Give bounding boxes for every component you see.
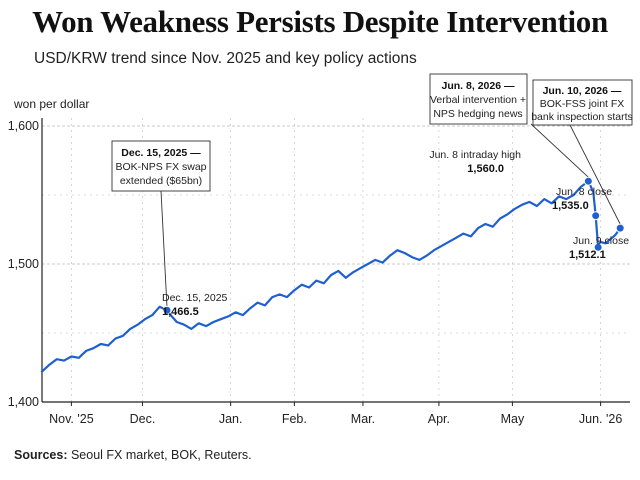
annotation-jun8-line2: NPS hedging news <box>433 108 522 120</box>
label-jun8high-name: Jun. 8 intraday high <box>429 149 521 161</box>
annotation-dec15-line1: BOK-NPS FX swap <box>115 161 206 173</box>
connector-dec15 <box>160 190 168 307</box>
label-dec15-name: Dec. 15, 2025 <box>162 292 228 304</box>
annotation-dec15-line2: extended ($65bn) <box>120 175 202 187</box>
y-tick-label: 1,400 <box>8 395 39 409</box>
marker-jun8close <box>591 211 601 221</box>
annotation-jun8-title: Jun. 8, 2026 — <box>442 80 515 92</box>
label-dec15-value: 1,466.5 <box>162 306 199 318</box>
connector-jun10 <box>569 124 621 225</box>
marker-layer <box>162 176 625 315</box>
annotation-jun10: Jun. 10, 2026 — BOK-FSS joint FX bank in… <box>531 79 633 126</box>
label-jun8close-name: Jun. 8 close <box>556 186 612 198</box>
series-layer <box>40 180 622 373</box>
annotation-box-jun10 <box>532 79 633 126</box>
series-line-usdkrw <box>40 180 622 373</box>
y-tick-label: 1,500 <box>8 257 39 271</box>
annotation-box-jun8 <box>429 73 528 125</box>
chart-subtitle: USD/KRW trend since Nov. 2025 and key po… <box>34 50 417 67</box>
y-axis-label: won per dollar <box>13 97 89 111</box>
annotation-jun10-title: Jun. 10, 2026 — <box>543 85 622 97</box>
label-jun9close-value: 1,512.1 <box>569 249 606 261</box>
x-tick-label: May <box>501 412 525 426</box>
x-tick-label: Jan. <box>219 412 243 426</box>
label-jun8close-value: 1,535.0 <box>552 200 589 212</box>
annotation-box-dec15 <box>111 140 211 192</box>
marker-jun8high <box>583 176 593 186</box>
marker-jun9close <box>593 242 603 252</box>
sources-note: Sources: Seoul FX market, BOK, Reuters. <box>14 448 252 462</box>
x-tick-label: Nov. '25 <box>49 412 94 426</box>
label-jun8high-value: 1,560.0 <box>467 163 504 175</box>
marker-jun10 <box>615 223 625 233</box>
grid-lines <box>42 118 630 402</box>
label-jun9close-name: Jun. 9 close <box>573 235 629 247</box>
annotation-dec15-title: Dec. 15, 2025 — <box>121 147 201 159</box>
x-tick-label: Dec. <box>130 412 156 426</box>
x-tick-label: Feb. <box>282 412 307 426</box>
marker-dec15 <box>162 305 172 315</box>
annotation-jun10-line2: bank inspection starts <box>531 111 633 123</box>
sources-label: Sources: <box>14 448 68 462</box>
annotation-jun8-line1: Verbal intervention + <box>430 94 526 106</box>
x-tick-labels: Nov. '25 Dec. Jan. Feb. Mar. Apr. May Jun. '26 <box>49 402 622 426</box>
y-tick-labels: 1,400 1,500 1,600 <box>8 119 39 409</box>
x-tick-label: Mar. <box>351 412 375 426</box>
annotation-dec15: Dec. 15, 2025 — BOK-NPS FX swap extended… <box>111 140 211 192</box>
annotation-jun10-line1: BOK-FSS joint FX <box>540 98 625 110</box>
sources-text: Seoul FX market, BOK, Reuters. <box>67 448 252 462</box>
x-tick-label: Jun. '26 <box>579 412 622 426</box>
chart-title: Won Weakness Persists Despite Interventi… <box>32 4 608 39</box>
annotation-connectors <box>160 123 621 307</box>
y-tick-label: 1,600 <box>8 119 39 133</box>
connector-jun8high <box>530 123 589 178</box>
x-tick-label: Apr. <box>428 412 450 426</box>
annotation-jun8: Jun. 8, 2026 — Verbal intervention + NPS… <box>429 73 528 125</box>
